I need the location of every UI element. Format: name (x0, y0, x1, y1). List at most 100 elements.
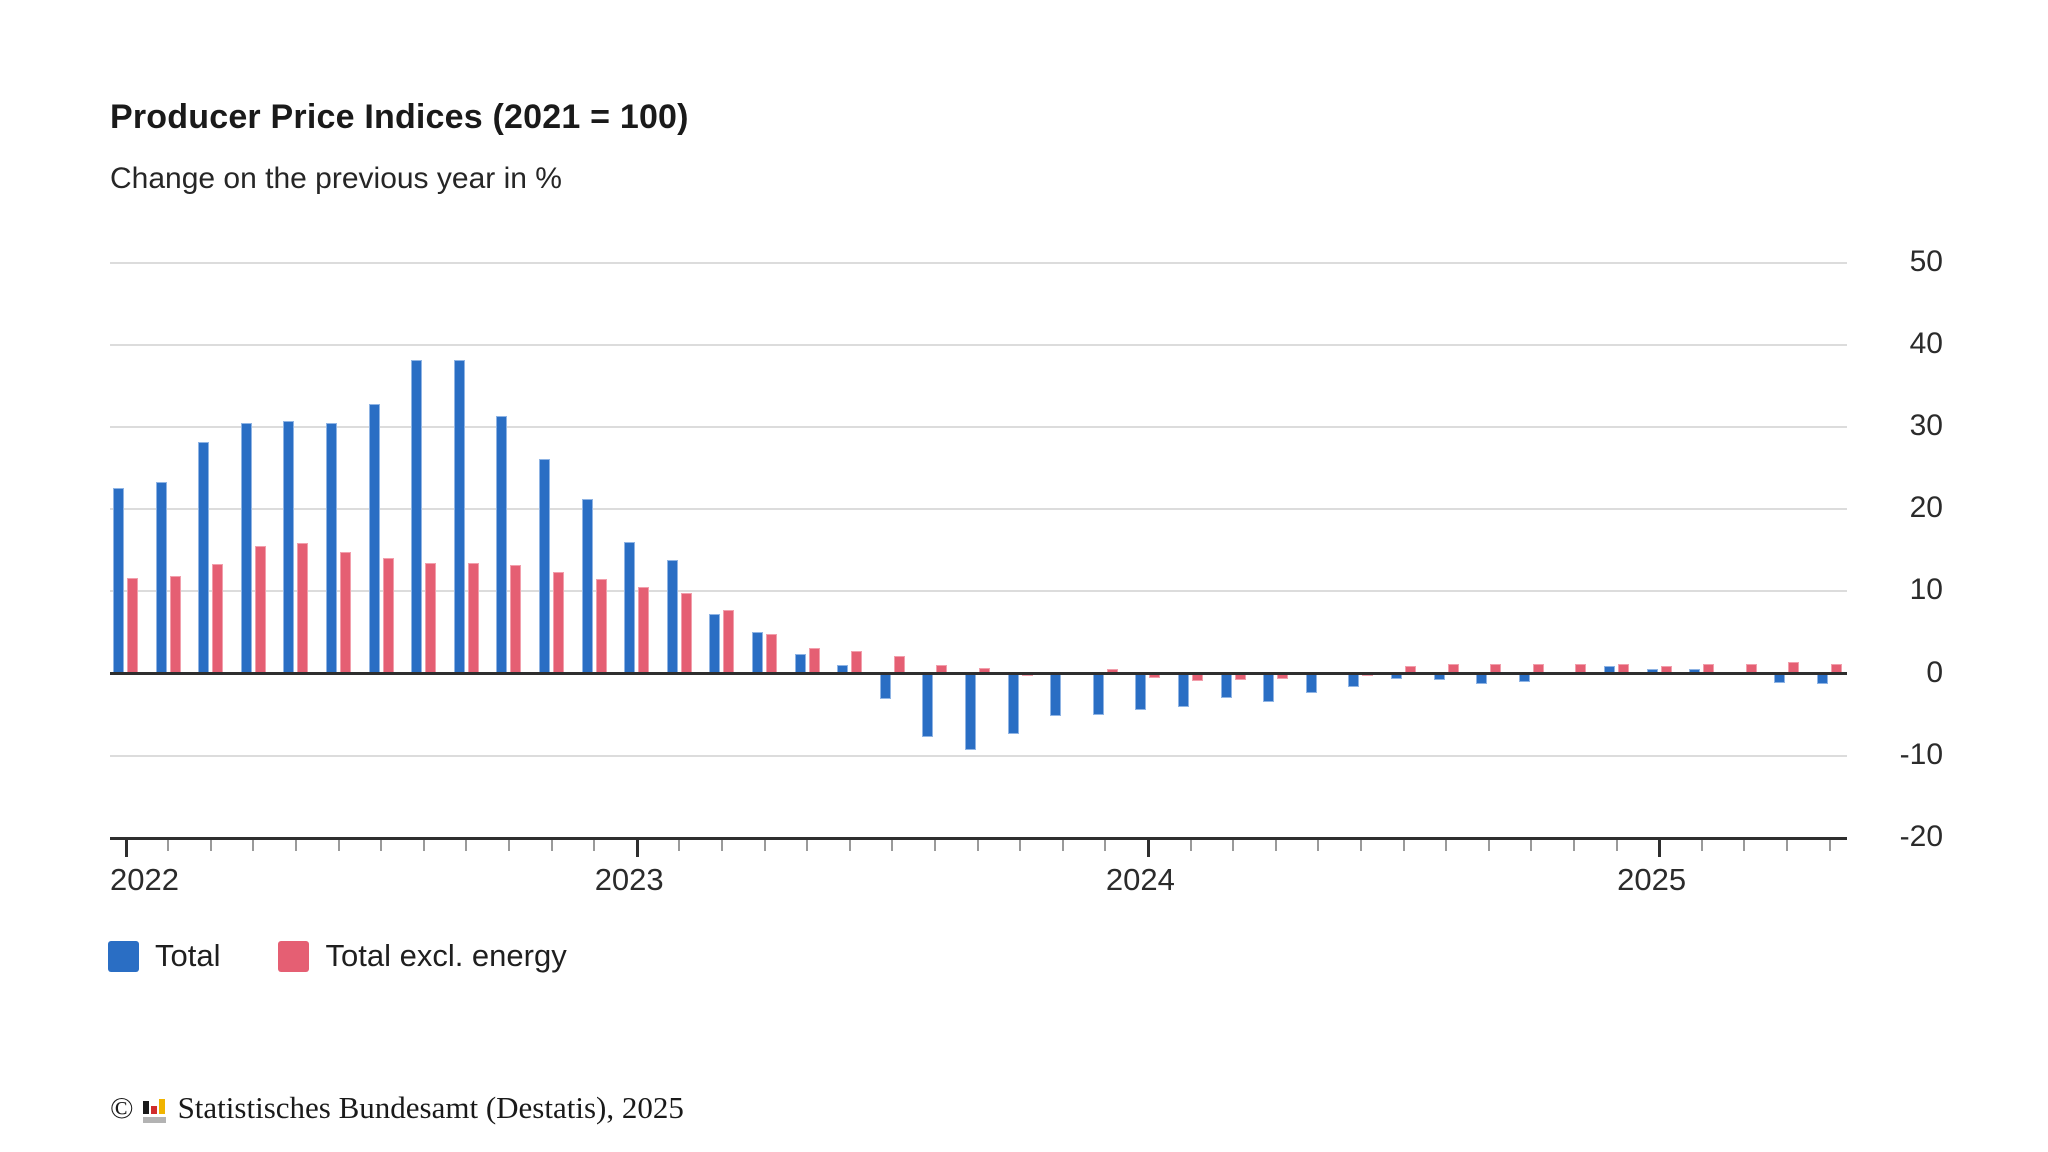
x-axis-minor-tick (1061, 840, 1064, 851)
excl-energy-bar (169, 575, 181, 674)
x-axis-minor-tick (976, 840, 979, 851)
total-bar (794, 653, 806, 674)
total-bar (1774, 673, 1786, 684)
x-axis-minor-tick (337, 840, 340, 851)
legend-item-total-excl-energy: Total excl. energy (278, 938, 567, 974)
total-swatch-icon (108, 940, 139, 972)
y-axis-tick-label: 40 (1909, 327, 1943, 361)
zero-line (110, 672, 1847, 675)
x-axis-minor-tick (933, 840, 936, 851)
x-axis-minor-tick (848, 840, 851, 851)
total-bar (240, 423, 252, 674)
gridline (110, 426, 1847, 429)
x-axis-major-tick (124, 840, 128, 857)
excl-energy-bar (1831, 664, 1842, 674)
total-bar (283, 420, 295, 674)
excl-energy-bar (1532, 664, 1544, 674)
total-bar (411, 359, 423, 674)
excl-energy-bar (595, 579, 607, 674)
destatis-logo-icon (142, 1093, 169, 1123)
excl-energy-bar (127, 578, 138, 674)
x-axis-line (110, 837, 1847, 840)
x-axis-minor-tick (252, 840, 255, 851)
total-bar (1817, 673, 1828, 685)
excl-energy-bar (1234, 673, 1246, 681)
excl-energy-bar (254, 546, 266, 674)
total-bar (879, 673, 891, 699)
x-axis-minor-tick (1019, 840, 1022, 851)
total-excl-energy-swatch-icon (278, 940, 310, 972)
excl-energy-bar (1192, 673, 1203, 681)
total-bar (539, 459, 550, 674)
x-axis-minor-tick (1572, 840, 1575, 851)
total-bar (1646, 669, 1658, 674)
x-axis-minor-tick (167, 840, 170, 851)
excl-energy-bar (1277, 673, 1289, 680)
excl-energy-bar (297, 543, 309, 674)
total-bar (113, 488, 124, 674)
excl-energy-bar (425, 562, 437, 674)
excl-energy-bar (766, 634, 777, 674)
x-axis-minor-tick (806, 840, 809, 851)
total-bar (1305, 673, 1317, 694)
x-axis-minor-tick (1785, 840, 1788, 851)
total-bar (666, 560, 678, 674)
total-bar (1220, 673, 1232, 699)
total-bar (1007, 673, 1019, 735)
total-bar (1348, 673, 1360, 688)
x-axis-minor-tick (1359, 840, 1362, 851)
total-bar (1135, 673, 1147, 710)
x-axis-minor-tick (1828, 840, 1831, 851)
legend: Total Total excl. energy (108, 938, 567, 974)
total-bar (1263, 673, 1275, 703)
excl-energy-bar (553, 571, 564, 674)
total-bar (1050, 673, 1062, 717)
total-bar (1092, 673, 1104, 716)
total-bar (837, 665, 849, 674)
gridline (110, 344, 1847, 347)
excl-energy-bar (680, 593, 692, 674)
total-bar (965, 673, 976, 750)
x-axis-minor-tick (1402, 840, 1405, 851)
total-bar (752, 632, 763, 674)
total-bar (453, 359, 465, 674)
excl-energy-bar (1618, 663, 1629, 674)
total-bar (922, 673, 934, 737)
excl-energy-bar (893, 656, 905, 674)
total-bar (1391, 673, 1402, 680)
total-bar (326, 423, 337, 674)
x-axis-minor-tick (1317, 840, 1320, 851)
total-bar (624, 542, 636, 674)
y-axis-tick-label: 30 (1909, 409, 1943, 443)
excl-energy-bar (1788, 662, 1800, 674)
x-axis-year-label: 2023 (594, 862, 664, 897)
total-bar (155, 482, 167, 674)
x-axis-minor-tick (1232, 840, 1235, 851)
x-axis-minor-tick (465, 840, 468, 851)
legend-label-total-excl-energy: Total excl. energy (325, 938, 567, 973)
x-axis-year-label: 2022 (110, 862, 179, 897)
x-axis-minor-tick (380, 840, 383, 851)
excl-energy-bar (467, 562, 479, 674)
total-bar (581, 498, 593, 674)
copyright-symbol: © (110, 1090, 134, 1125)
excl-energy-bar (1745, 664, 1757, 674)
excl-energy-bar (212, 564, 224, 674)
y-axis-tick-label: -10 (1899, 737, 1943, 771)
total-bar (1518, 673, 1530, 682)
excl-energy-bar (1490, 663, 1502, 674)
y-axis-tick-label: 50 (1909, 245, 1943, 279)
total-bar (1689, 669, 1701, 674)
total-bar (1178, 673, 1189, 708)
legend-item-total: Total (108, 938, 220, 974)
excl-energy-bar (1575, 664, 1587, 674)
excl-energy-bar (808, 648, 820, 674)
x-axis-year-label: 2024 (1105, 862, 1175, 897)
x-axis-minor-tick (1615, 840, 1618, 851)
x-axis-minor-tick (720, 840, 723, 851)
y-axis-tick-label: 20 (1909, 491, 1943, 525)
excl-energy-bar (979, 667, 990, 674)
total-bar (198, 442, 210, 674)
x-axis-major-tick (635, 840, 639, 857)
